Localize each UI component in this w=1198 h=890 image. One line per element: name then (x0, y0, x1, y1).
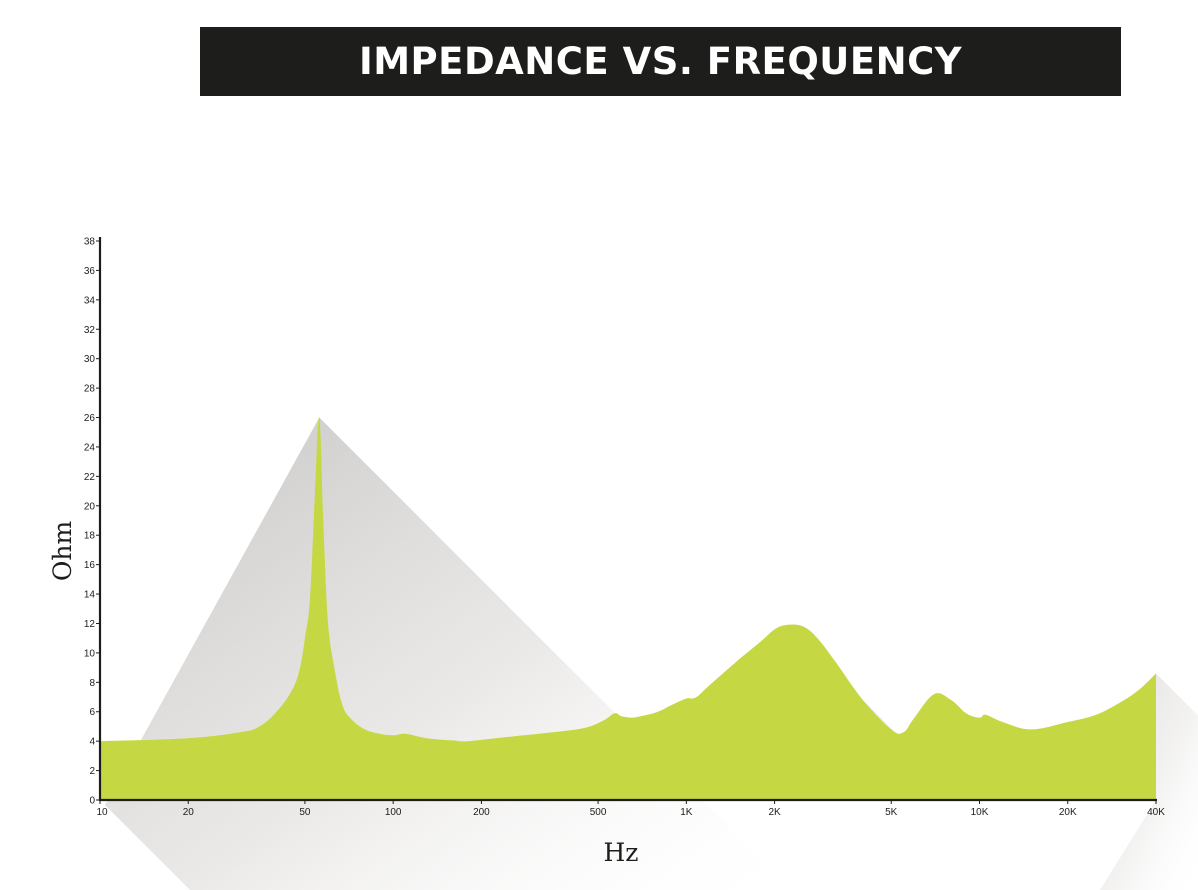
y-tick-label: 36 (84, 266, 96, 277)
right-shadow (1100, 673, 1198, 890)
y-tick-label: 24 (84, 442, 96, 453)
x-tick-label: 40K (1147, 807, 1165, 818)
y-tick-label: 2 (89, 766, 95, 777)
y-tick-label: 18 (84, 531, 96, 542)
y-tick-label: 20 (84, 501, 96, 512)
x-tick-label: 1K (680, 807, 693, 818)
x-tick-label: 2K (768, 807, 781, 818)
y-tick-label: 16 (84, 560, 96, 571)
x-tick-label: 50 (299, 807, 311, 818)
x-tick-label: 5K (885, 807, 898, 818)
y-axis-title: Ohm (48, 521, 77, 582)
y-tick-label: 4 (89, 737, 95, 748)
y-tick-label: 38 (84, 237, 96, 248)
y-tick-label: 34 (84, 295, 96, 306)
y-tick-label: 22 (84, 472, 96, 483)
x-tick-label: 10K (971, 807, 989, 818)
y-tick-label: 14 (84, 590, 96, 601)
y-tick-label: 12 (84, 619, 96, 630)
y-tick-label: 30 (84, 354, 96, 365)
chart-title: IMPEDANCE VS. FREQUENCY (358, 40, 963, 83)
x-tick-label: 20K (1059, 807, 1077, 818)
chart-title-bar: IMPEDANCE VS. FREQUENCY (200, 27, 1121, 96)
y-tick-label: 10 (84, 648, 96, 659)
y-tick-label: 32 (84, 325, 96, 336)
y-tick-label: 0 (89, 796, 95, 807)
x-tick-label: 200 (473, 807, 490, 818)
x-tick-label: 10 (96, 807, 108, 818)
x-tick-label: 500 (590, 807, 607, 818)
y-tick-label: 26 (84, 413, 96, 424)
x-tick-label: 100 (385, 807, 402, 818)
x-axis-title: Hz (604, 838, 639, 867)
x-tick-label: 20 (183, 807, 195, 818)
impedance-area (100, 416, 1156, 800)
long-shadow (105, 417, 792, 890)
y-tick-label: 8 (89, 678, 95, 689)
y-tick-label: 6 (89, 707, 95, 718)
y-tick-label: 28 (84, 384, 96, 395)
